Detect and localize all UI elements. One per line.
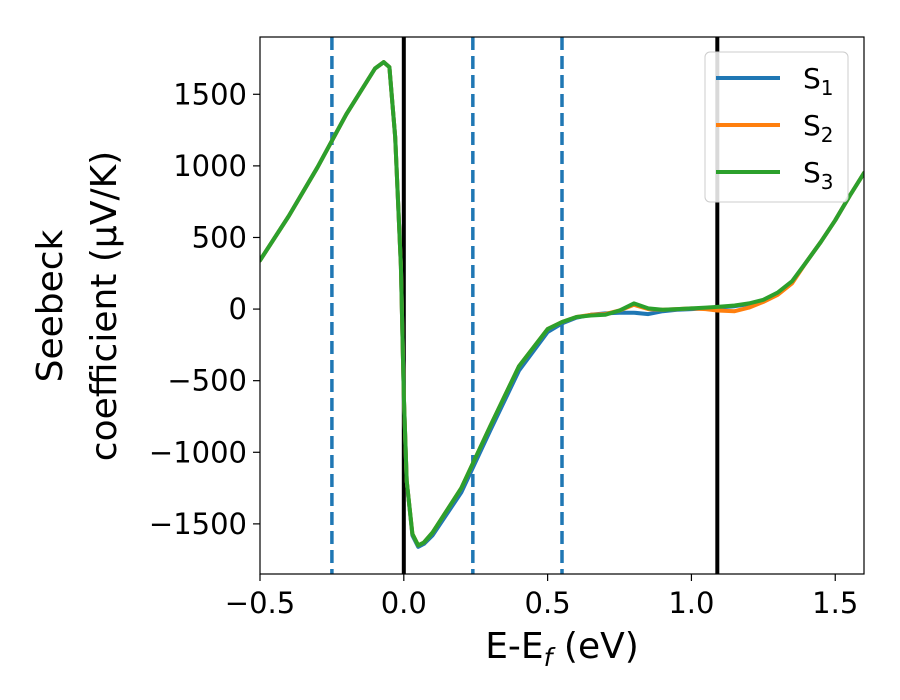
x-axis: −0.5 0.0 0.5 1.0 1.5 xyxy=(225,574,858,620)
y-tick-label: −1000 xyxy=(149,435,247,469)
y-tick-label: 1500 xyxy=(173,77,247,111)
legend-label-s1: S1 xyxy=(803,62,834,100)
x-tick-label: 1.0 xyxy=(668,586,714,620)
x-axis-label: E-Ef (eV) xyxy=(485,626,639,672)
legend: S1 S2 S3 xyxy=(704,51,849,203)
y-tick-label: −500 xyxy=(167,364,247,398)
x-tick-label: 1.5 xyxy=(812,586,858,620)
x-tick-label: 0.0 xyxy=(381,586,427,620)
y-tick-label: 0 xyxy=(229,292,247,326)
series-layer xyxy=(260,60,864,549)
reference-lines xyxy=(330,37,720,574)
y-tick-label: 500 xyxy=(192,220,247,254)
y-axis-label: Seebeck coefficient (μV/K) xyxy=(30,151,125,461)
y-tick-label: 1000 xyxy=(173,149,247,183)
series-line-s3 xyxy=(260,60,864,548)
y-axis-label-line1: Seebeck xyxy=(30,229,71,382)
y-axis: −1500 −1000 −500 0 500 1000 1500 xyxy=(149,77,260,541)
legend-label-s3: S3 xyxy=(803,156,834,194)
plot-area-frame xyxy=(259,36,865,575)
y-axis-label-line2: coefficient (μV/K) xyxy=(84,151,125,461)
x-tick-label: −0.5 xyxy=(225,586,295,620)
y-tick-label: −1500 xyxy=(149,507,247,541)
legend-label-s2: S2 xyxy=(803,109,834,147)
x-tick-label: 0.5 xyxy=(525,586,571,620)
